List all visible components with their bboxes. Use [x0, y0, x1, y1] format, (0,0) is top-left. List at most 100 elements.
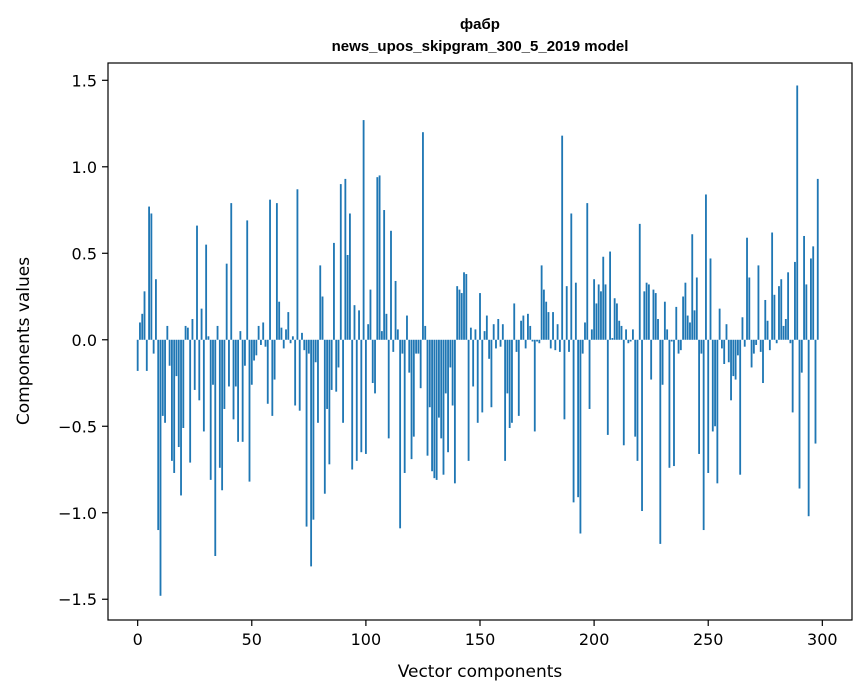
- bar: [552, 312, 554, 340]
- bar: [558, 339, 561, 352]
- bar: [652, 289, 655, 340]
- bar: [148, 206, 150, 340]
- bar: [531, 339, 534, 342]
- bar: [339, 184, 342, 340]
- bar: [679, 339, 682, 351]
- bar: [661, 339, 664, 385]
- bar: [453, 339, 456, 484]
- bar: [816, 178, 819, 340]
- bar: [743, 339, 746, 347]
- bar: [196, 225, 198, 340]
- bar: [202, 339, 205, 432]
- bar: [771, 232, 774, 340]
- bar: [499, 339, 502, 347]
- bar: [574, 282, 577, 340]
- bar: [634, 339, 637, 437]
- bar: [542, 289, 545, 340]
- bar: [814, 339, 817, 444]
- bar: [422, 132, 424, 340]
- bar: [538, 339, 541, 344]
- x-axis-label: Vector components: [398, 662, 563, 682]
- bar: [294, 339, 297, 406]
- bar: [264, 339, 267, 347]
- bar: [492, 324, 495, 340]
- bar: [600, 291, 602, 340]
- bar: [412, 339, 415, 437]
- bar: [632, 329, 634, 340]
- bar: [511, 339, 513, 423]
- bar: [200, 308, 203, 340]
- bar: [721, 339, 723, 349]
- bar: [805, 284, 808, 340]
- bar: [314, 339, 317, 363]
- bar: [216, 325, 219, 340]
- bar: [358, 310, 360, 340]
- bar: [579, 339, 582, 534]
- bar: [424, 325, 427, 340]
- bar: [725, 324, 728, 340]
- bar: [396, 329, 399, 340]
- bar: [604, 284, 607, 340]
- bar: [173, 339, 176, 473]
- bar: [570, 213, 573, 340]
- bar: [495, 339, 497, 349]
- bar: [527, 313, 529, 340]
- bar: [390, 230, 392, 340]
- bar: [444, 339, 447, 394]
- bar: [449, 339, 452, 368]
- bar: [800, 339, 803, 373]
- y-axis-ticks: −1.5 −1.0 −0.5 0.0 0.5 1.0 1.5: [58, 71, 108, 609]
- bar: [253, 339, 255, 361]
- bar: [150, 213, 153, 340]
- bar: [467, 339, 470, 461]
- bar: [184, 325, 187, 340]
- bar: [351, 339, 354, 470]
- bar: [344, 178, 347, 340]
- bar: [186, 327, 189, 340]
- bar: [490, 339, 493, 408]
- bar: [364, 339, 367, 454]
- bar: [458, 289, 461, 340]
- bar: [438, 339, 440, 418]
- bar: [668, 339, 671, 468]
- bar: [759, 339, 762, 352]
- bar: [684, 282, 687, 340]
- bar: [387, 339, 390, 439]
- bar: [463, 272, 465, 340]
- bar: [524, 339, 527, 349]
- bar: [180, 339, 182, 496]
- bar: [508, 339, 511, 428]
- bar: [472, 339, 475, 387]
- bar: [239, 331, 242, 340]
- bar: [794, 261, 796, 340]
- bar: [250, 339, 253, 385]
- bar: [775, 339, 778, 344]
- bar: [476, 339, 479, 423]
- bar: [752, 339, 755, 354]
- bar: [139, 322, 141, 340]
- bar: [666, 329, 669, 340]
- bar: [417, 339, 420, 354]
- bar: [746, 237, 748, 340]
- bar: [727, 339, 730, 363]
- bar: [218, 339, 221, 468]
- bar: [136, 339, 139, 371]
- bar: [447, 339, 449, 453]
- bar: [791, 339, 794, 413]
- bar: [517, 339, 520, 416]
- bar: [460, 293, 463, 340]
- bar: [497, 319, 500, 340]
- bar: [280, 327, 283, 340]
- bar: [385, 313, 388, 340]
- bar: [342, 339, 344, 423]
- bar: [663, 301, 666, 340]
- bar: [278, 301, 281, 340]
- bar: [736, 339, 739, 356]
- bar: [353, 305, 356, 340]
- bar: [362, 120, 365, 340]
- bar: [513, 303, 516, 340]
- bar: [301, 332, 303, 340]
- bar: [273, 339, 276, 380]
- bar: [182, 339, 185, 428]
- bar: [723, 339, 726, 364]
